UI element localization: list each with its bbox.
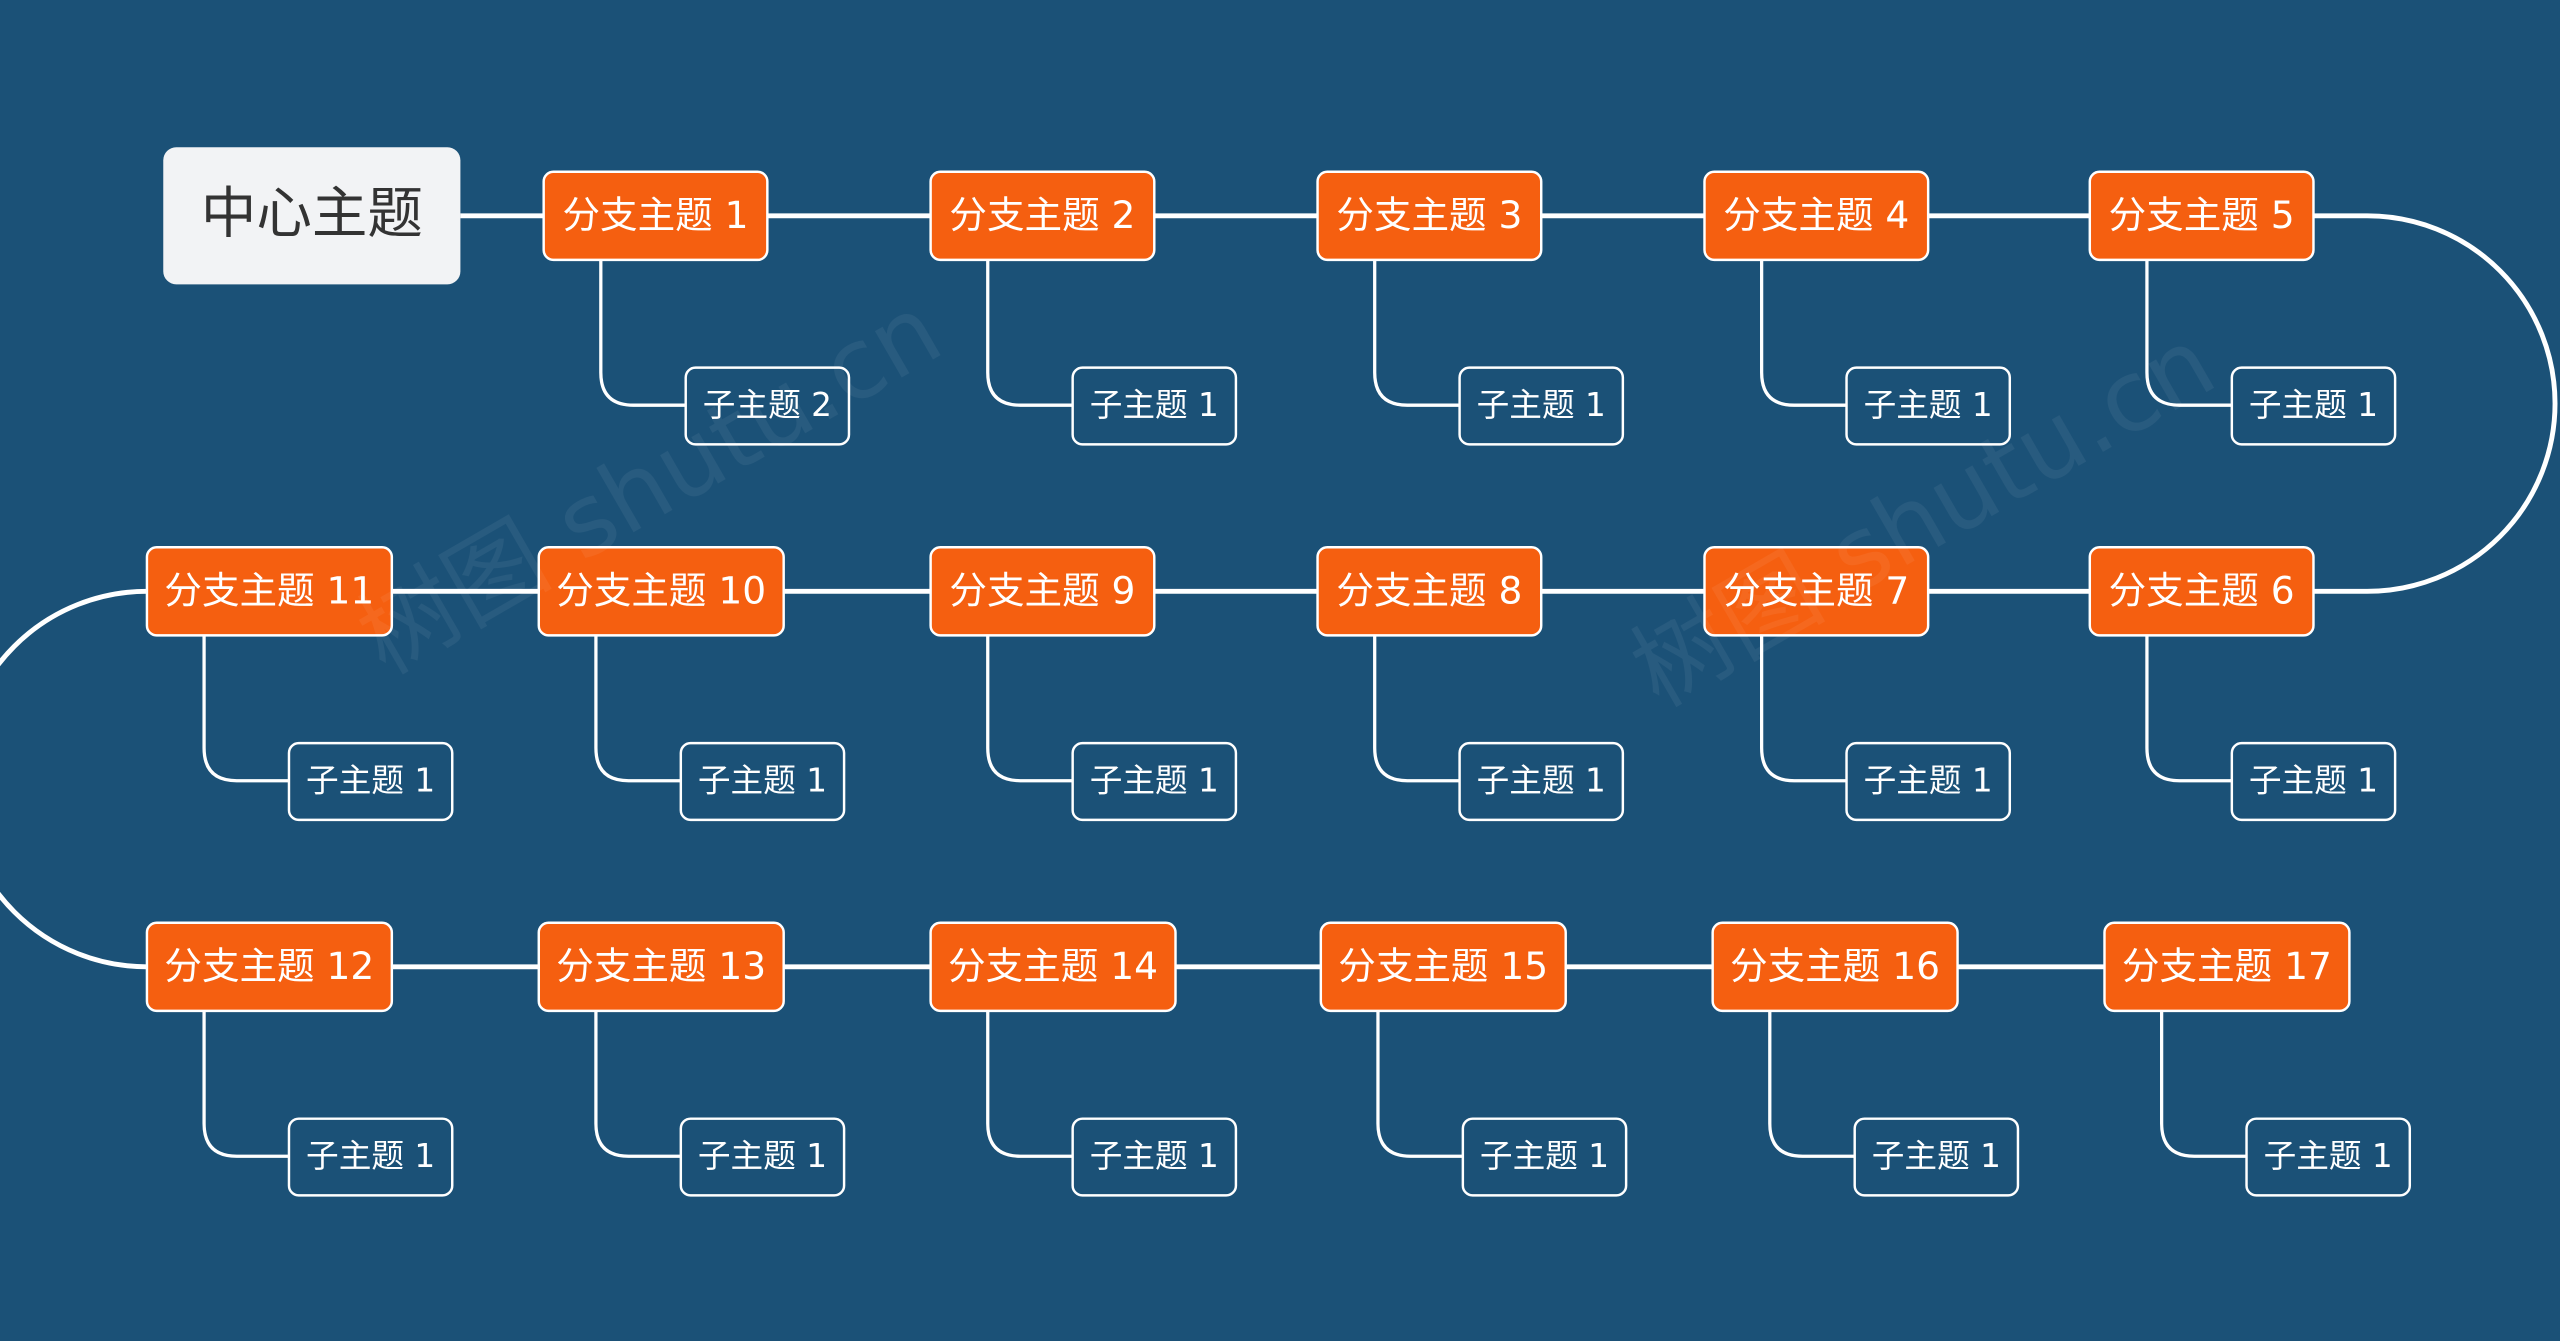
branch-label: 分支主题 9 bbox=[949, 568, 1135, 612]
child-link bbox=[594, 635, 681, 783]
branch-node bbox=[1703, 546, 1930, 637]
child-link bbox=[1760, 635, 1847, 783]
branch-label: 分支主题 6 bbox=[2109, 568, 2295, 612]
branch-label: 分支主题 1 bbox=[563, 193, 749, 237]
child-link bbox=[2145, 635, 2232, 783]
branch-node bbox=[542, 170, 769, 262]
child-label: 子主题 1 bbox=[698, 761, 827, 799]
child-node bbox=[1845, 366, 2012, 446]
child-node bbox=[679, 1117, 846, 1197]
child-node bbox=[1845, 741, 2012, 822]
child-label: 子主题 1 bbox=[1090, 761, 1219, 799]
branch-label: 分支主题 11 bbox=[164, 568, 374, 612]
child-link bbox=[202, 635, 289, 783]
branch-node bbox=[929, 546, 1156, 637]
child-label: 子主题 1 bbox=[1872, 1137, 2001, 1175]
child-label: 子主题 1 bbox=[1090, 1137, 1219, 1175]
child-link bbox=[1373, 635, 1460, 783]
center-node bbox=[163, 147, 461, 285]
main-line bbox=[0, 213, 2558, 970]
branch-node bbox=[2088, 546, 2315, 637]
branch-node bbox=[537, 921, 785, 1013]
child-node bbox=[2230, 741, 2397, 822]
child-node bbox=[287, 1117, 454, 1197]
child-node bbox=[1071, 741, 1238, 822]
branch-label: 分支主题 4 bbox=[1723, 193, 1909, 237]
child-label: 子主题 1 bbox=[1477, 386, 1606, 424]
branch-label: 分支主题 7 bbox=[1723, 568, 1909, 612]
child-node bbox=[287, 741, 454, 822]
child-link bbox=[1768, 1010, 1855, 1158]
branch-label: 分支主题 15 bbox=[1338, 944, 1548, 988]
child-label: 子主题 2 bbox=[703, 386, 832, 424]
branch-node bbox=[1319, 921, 1567, 1013]
child-link bbox=[986, 1010, 1073, 1158]
child-link bbox=[2145, 259, 2232, 407]
child-link bbox=[599, 259, 686, 407]
child-link bbox=[1376, 1010, 1463, 1158]
child-link bbox=[1373, 259, 1460, 407]
center-label: 中心主题 bbox=[201, 182, 423, 247]
child-node bbox=[1071, 366, 1238, 446]
child-label: 子主题 1 bbox=[1090, 386, 1219, 424]
branch-label: 分支主题 13 bbox=[556, 944, 766, 988]
branch-node bbox=[1316, 546, 1543, 637]
branch-label: 分支主题 3 bbox=[1336, 193, 1522, 237]
child-node bbox=[1458, 741, 1625, 822]
child-label: 子主题 1 bbox=[2249, 761, 2378, 799]
branch-node bbox=[929, 170, 1156, 262]
child-node bbox=[2230, 366, 2397, 446]
child-label: 子主题 1 bbox=[1477, 761, 1606, 799]
child-label: 子主题 1 bbox=[698, 1137, 827, 1175]
branch-label: 分支主题 12 bbox=[164, 944, 374, 988]
child-link bbox=[986, 635, 1073, 783]
child-label: 子主题 1 bbox=[1864, 386, 1993, 424]
child-node bbox=[2245, 1117, 2412, 1197]
branch-node bbox=[2088, 170, 2315, 262]
child-link bbox=[2160, 1010, 2247, 1158]
branch-label: 分支主题 17 bbox=[2122, 944, 2332, 988]
child-node bbox=[684, 366, 851, 446]
child-link bbox=[594, 1010, 681, 1158]
child-node bbox=[1458, 366, 1625, 446]
child-node bbox=[679, 741, 846, 822]
branch-label: 分支主题 5 bbox=[2109, 193, 2295, 237]
branch-label: 分支主题 10 bbox=[556, 568, 766, 612]
branch-node bbox=[537, 546, 785, 637]
child-label: 子主题 1 bbox=[1864, 761, 1993, 799]
child-link bbox=[1760, 259, 1847, 407]
branch-node bbox=[2103, 921, 2351, 1013]
child-label: 子主题 1 bbox=[1480, 1137, 1609, 1175]
child-label: 子主题 1 bbox=[306, 1137, 435, 1175]
child-node bbox=[1461, 1117, 1628, 1197]
branch-node bbox=[145, 546, 394, 637]
child-link bbox=[202, 1010, 289, 1158]
branch-node bbox=[929, 921, 1177, 1013]
branch-label: 分支主题 14 bbox=[948, 944, 1158, 988]
child-link bbox=[986, 259, 1073, 407]
branch-node bbox=[1711, 921, 1959, 1013]
branch-label: 分支主题 2 bbox=[949, 193, 1135, 237]
branch-node bbox=[1316, 170, 1543, 262]
branch-label: 分支主题 16 bbox=[1730, 944, 1940, 988]
child-node bbox=[1071, 1117, 1238, 1197]
child-node bbox=[1853, 1117, 2020, 1197]
child-label: 子主题 1 bbox=[2264, 1137, 2393, 1175]
branch-label: 分支主题 8 bbox=[1336, 568, 1522, 612]
child-label: 子主题 1 bbox=[2249, 386, 2378, 424]
branch-node bbox=[145, 921, 394, 1013]
branch-node bbox=[1703, 170, 1930, 262]
child-label: 子主题 1 bbox=[306, 761, 435, 799]
